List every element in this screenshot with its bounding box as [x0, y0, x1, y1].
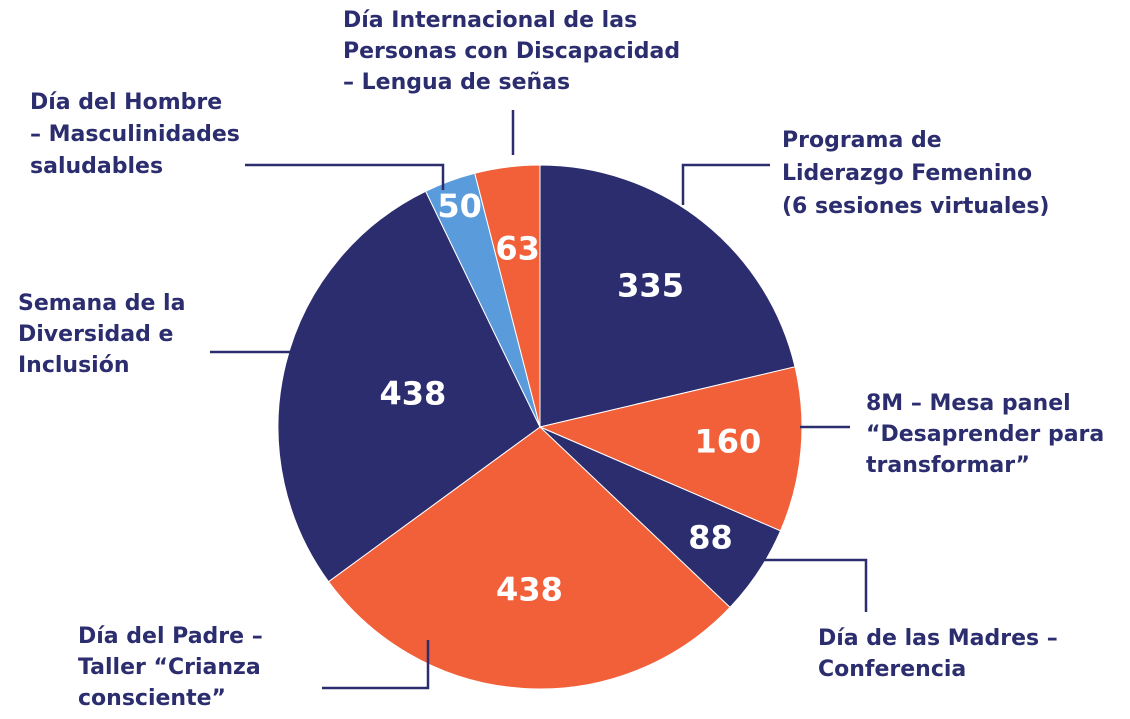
- pie-slice: [539, 164, 796, 428]
- value-label: 438: [379, 374, 446, 412]
- slices: [277, 164, 803, 690]
- pie-slice: [277, 190, 541, 583]
- value-label: 160: [695, 423, 762, 461]
- category-label: 8M – Mesa panel “Desaprender para transfor…: [866, 391, 1104, 478]
- leader-line: [681, 163, 770, 205]
- pie-slice: [538, 366, 803, 532]
- category-label: Semana de la Diversidad e Inclusión: [18, 291, 185, 378]
- category-label: Día del Hombre – Masculinidades saludables: [30, 90, 240, 179]
- category-label: Programa de Liderazgo Femenino (6 sesiones…: [782, 128, 1050, 219]
- leader-line: [322, 640, 430, 690]
- pie-slice: [327, 426, 731, 690]
- value-label: 63: [495, 229, 540, 267]
- category-label: Día del Padre – Taller “Crianza consciente…: [78, 624, 263, 711]
- value-label: 335: [617, 266, 684, 304]
- category-label: Día Internacional de las Personas con Dis…: [343, 8, 680, 95]
- pie-slice: [474, 164, 541, 428]
- value-label: 50: [437, 187, 482, 225]
- leader-line: [245, 163, 445, 190]
- value-label: 88: [688, 519, 733, 557]
- leader-line: [760, 558, 868, 612]
- category-label: Día de las Madres – Conferencia: [818, 626, 1058, 682]
- value-label: 438: [496, 571, 563, 609]
